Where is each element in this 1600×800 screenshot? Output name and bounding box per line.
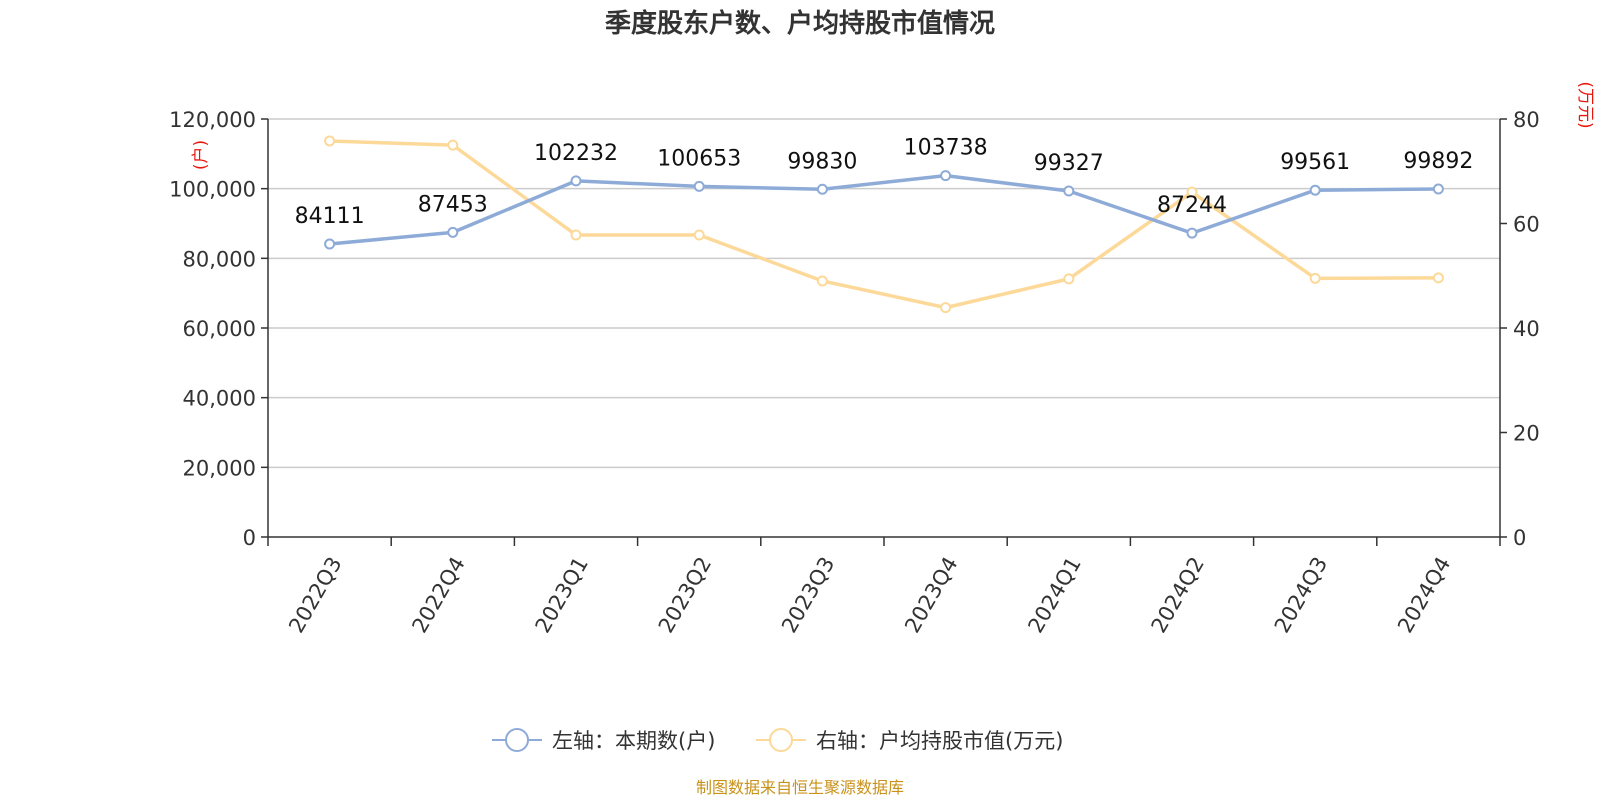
series-layer	[324, 135, 1444, 314]
data-label: 84111	[295, 204, 365, 229]
right-axis-tick-label: 20	[1513, 422, 1540, 446]
series-point-left[interactable]	[940, 170, 952, 182]
series-point-right[interactable]	[693, 229, 705, 241]
series-point-left[interactable]	[570, 175, 582, 187]
right-axis-tick-label: 60	[1513, 213, 1540, 237]
x-axis-tick-label: 2023Q3	[777, 553, 839, 637]
series-point-left[interactable]	[1186, 227, 1198, 239]
x-axis-tick-label: 2024Q2	[1147, 553, 1209, 637]
grid-lines	[268, 118, 1500, 469]
series-point-left[interactable]	[1063, 185, 1075, 197]
legend-item-right[interactable]: 右轴：户均持股市值(万元)	[756, 728, 1063, 753]
series-line-right	[329, 139, 1439, 310]
series-point-right[interactable]	[447, 139, 459, 151]
data-label: 103738	[904, 136, 988, 161]
source-note: 制图数据来自恒生聚源数据库	[696, 778, 904, 797]
series-point-right[interactable]	[1309, 272, 1321, 284]
data-label: 87453	[418, 192, 488, 217]
x-axis-tick-label: 2023Q4	[900, 553, 962, 637]
data-label: 99327	[1034, 151, 1104, 176]
data-labels: 84111 87453 102232 100653 99830 103738 99327 87…	[295, 136, 1474, 229]
legend: 左轴：本期数(户) 右轴：户均持股市值(万元)	[492, 728, 1063, 753]
left-axis-unit: (户)	[191, 140, 211, 170]
data-label: 99892	[1403, 149, 1473, 174]
x-axis-tick-label: 2023Q2	[654, 553, 716, 637]
left-axis-tick-label: 80,000	[183, 247, 256, 271]
series-point-right[interactable]	[816, 275, 828, 287]
left-axis-tick-label: 20,000	[183, 456, 256, 480]
chart-title: 季度股东户数、户均持股市值情况	[605, 8, 995, 39]
series-point-left[interactable]	[1432, 183, 1444, 195]
right-axis-tick-label: 40	[1513, 317, 1540, 341]
left-axis-tick-label: 40,000	[183, 387, 256, 411]
series-point-right[interactable]	[324, 135, 336, 147]
legend-label-left: 左轴：本期数(户)	[552, 729, 715, 753]
legend-marker-right	[769, 728, 793, 752]
legend-marker-left	[505, 728, 529, 752]
data-label: 100653	[657, 146, 741, 171]
left-axis-tick-label: 60,000	[183, 317, 256, 341]
right-axis-unit: (万元)	[1575, 81, 1595, 128]
series-point-left[interactable]	[816, 183, 828, 195]
series-point-left[interactable]	[1309, 184, 1321, 196]
series-point-right[interactable]	[940, 302, 952, 314]
right-axis-tick-label: 80	[1513, 108, 1540, 132]
data-label: 99830	[787, 149, 857, 174]
series-point-right[interactable]	[1063, 273, 1075, 285]
legend-item-left[interactable]: 左轴：本期数(户)	[492, 728, 715, 753]
series-point-right[interactable]	[1186, 186, 1198, 198]
x-axis-tick-label: 2022Q4	[407, 553, 469, 637]
x-axis-tick-label: 2024Q3	[1270, 553, 1332, 637]
data-label: 87244	[1157, 193, 1227, 218]
series-point-left[interactable]	[324, 238, 336, 250]
left-axis-tick-label: 0	[243, 526, 256, 550]
x-axis-tick-label: 2024Q1	[1023, 553, 1085, 637]
x-axis-tick-label: 2024Q4	[1393, 553, 1455, 637]
left-axis-tick-label: 120,000	[169, 108, 256, 132]
x-axis-tick-label: 2022Q3	[284, 553, 346, 637]
legend-label-right: 右轴：户均持股市值(万元)	[816, 729, 1063, 753]
series-point-right[interactable]	[570, 229, 582, 241]
x-axis-tick-label: 2023Q1	[531, 553, 593, 637]
series-point-left[interactable]	[693, 180, 705, 192]
series-point-left[interactable]	[447, 226, 459, 238]
series-line-left	[329, 173, 1439, 246]
right-axis-tick-label: 0	[1513, 526, 1526, 550]
data-label: 102232	[534, 141, 618, 166]
left-axis-tick-label: 100,000	[169, 178, 256, 202]
data-label: 99561	[1280, 150, 1350, 175]
series-point-right[interactable]	[1432, 272, 1444, 284]
